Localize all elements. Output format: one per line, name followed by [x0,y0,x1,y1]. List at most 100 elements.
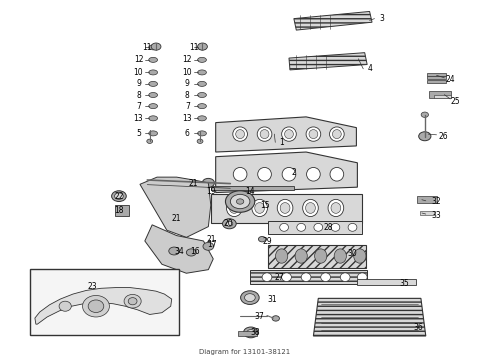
Polygon shape [357,279,416,285]
Text: 13: 13 [134,114,143,123]
Text: 36: 36 [414,323,423,332]
Ellipse shape [303,199,318,217]
Ellipse shape [233,167,247,181]
Ellipse shape [354,249,366,263]
Text: 21: 21 [189,179,198,188]
Text: 25: 25 [450,96,460,105]
Ellipse shape [262,273,272,282]
Ellipse shape [197,70,206,75]
Ellipse shape [332,130,341,139]
Ellipse shape [241,291,259,305]
Ellipse shape [88,300,104,312]
Text: 26: 26 [438,132,448,141]
Ellipse shape [418,132,431,141]
Ellipse shape [197,93,206,98]
Ellipse shape [314,224,323,231]
Ellipse shape [280,224,289,231]
Ellipse shape [222,219,236,229]
Ellipse shape [115,193,123,199]
Ellipse shape [197,57,206,62]
Text: 19: 19 [206,187,216,196]
Text: 22: 22 [114,192,123,201]
Ellipse shape [59,301,72,311]
Ellipse shape [149,45,158,50]
Ellipse shape [282,273,292,282]
Text: 11: 11 [189,43,198,52]
Text: 20: 20 [223,219,233,228]
Text: 28: 28 [323,223,333,232]
Polygon shape [269,221,362,234]
Ellipse shape [147,139,153,143]
Ellipse shape [149,81,158,86]
Ellipse shape [169,247,179,255]
Text: 32: 32 [432,197,441,206]
Ellipse shape [230,194,250,209]
Ellipse shape [149,57,158,62]
Text: 17: 17 [207,240,217,249]
Ellipse shape [282,167,296,181]
Ellipse shape [297,224,306,231]
Text: 38: 38 [250,328,260,337]
Text: 13: 13 [183,114,192,123]
Text: 31: 31 [267,294,277,303]
Ellipse shape [203,242,214,250]
Ellipse shape [331,203,341,213]
Ellipse shape [197,45,206,50]
Ellipse shape [151,43,161,50]
Text: 9: 9 [185,80,190,89]
Ellipse shape [112,191,126,202]
Polygon shape [211,186,294,190]
Bar [420,211,434,215]
Text: 9: 9 [136,80,141,89]
Ellipse shape [307,167,320,181]
Text: Diagram for 13101-38121: Diagram for 13101-38121 [199,349,291,355]
Text: 7: 7 [185,102,190,111]
Ellipse shape [149,93,158,98]
Text: 29: 29 [262,237,272,246]
Polygon shape [294,12,372,30]
Ellipse shape [258,237,266,242]
Text: 3: 3 [379,14,384,23]
Ellipse shape [244,327,258,338]
Ellipse shape [149,70,158,75]
Polygon shape [145,225,213,273]
Ellipse shape [309,130,318,139]
Ellipse shape [282,127,296,141]
Bar [427,80,446,83]
Text: 16: 16 [190,247,200,256]
Polygon shape [269,244,366,268]
Ellipse shape [306,127,321,141]
Ellipse shape [197,43,207,50]
Ellipse shape [128,298,137,305]
Ellipse shape [260,130,269,139]
Text: 5: 5 [136,129,141,138]
Polygon shape [35,288,171,324]
Ellipse shape [197,116,206,121]
Ellipse shape [255,203,265,213]
Ellipse shape [226,199,242,217]
Ellipse shape [149,104,158,109]
Text: 30: 30 [347,249,357,258]
Ellipse shape [236,130,245,139]
Text: 6: 6 [185,129,190,138]
Ellipse shape [149,116,158,121]
Ellipse shape [202,179,215,187]
Text: 4: 4 [367,64,372,73]
Text: 24: 24 [445,75,455,84]
Text: 8: 8 [136,90,141,99]
Ellipse shape [277,199,293,217]
Ellipse shape [306,203,316,213]
Text: 14: 14 [245,187,255,196]
Bar [427,76,446,79]
Ellipse shape [285,130,294,139]
Text: 23: 23 [88,282,98,291]
Text: 21: 21 [206,235,216,244]
Ellipse shape [272,316,279,321]
Ellipse shape [315,249,327,263]
Bar [427,73,446,76]
Text: 34: 34 [174,247,184,256]
Ellipse shape [237,199,244,204]
Ellipse shape [124,294,141,308]
Polygon shape [314,298,426,336]
Ellipse shape [280,203,290,213]
